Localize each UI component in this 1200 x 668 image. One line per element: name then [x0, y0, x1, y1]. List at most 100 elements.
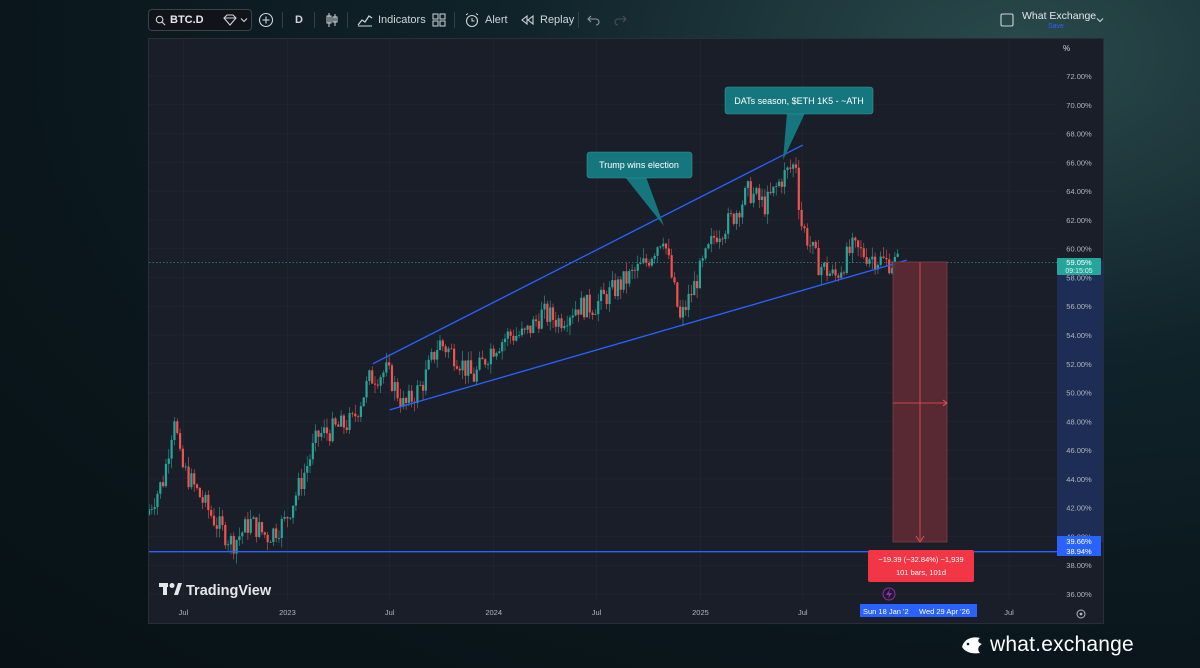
candle-body [190, 473, 193, 488]
candle-body [775, 186, 778, 187]
candle-body [300, 477, 303, 490]
candle-body [715, 237, 718, 243]
candle-body [348, 413, 351, 430]
candle-body [308, 459, 312, 466]
candle-body [184, 466, 187, 468]
callout-text: DATs season, $ETH 1K5 - ~ATH [734, 96, 863, 106]
time-tick-label: 2024 [485, 608, 502, 617]
candle-body [291, 505, 295, 518]
bar-countdown: 09:15:05 [1065, 268, 1092, 275]
search-icon [155, 15, 166, 26]
price-tick-label: 70.00% [1066, 101, 1092, 110]
candle-body [611, 280, 614, 288]
candles-icon [326, 13, 338, 27]
candle-body [794, 164, 798, 168]
candle-body [741, 204, 744, 218]
candle-body [371, 370, 374, 384]
current-price-label: 59.05% 09:15:05 [1057, 258, 1101, 275]
candle-body [351, 413, 354, 414]
time-tick-label: Jul [592, 608, 602, 617]
interval-button[interactable]: D [295, 9, 303, 31]
candle-body [597, 301, 600, 315]
fish-logo-icon [962, 637, 982, 654]
candle-body [306, 465, 309, 473]
candle-body [193, 473, 196, 485]
what-exchange-brand: what.exchange [960, 630, 1134, 660]
candle-body [249, 518, 252, 533]
time-tick-label: Jul [179, 608, 189, 617]
candle-body [512, 335, 515, 341]
undo-button[interactable] [587, 9, 601, 31]
candle-body [187, 466, 190, 488]
candle-body [868, 259, 871, 264]
candle-body [585, 294, 589, 318]
candle-body [825, 262, 829, 276]
candle-body [885, 257, 888, 260]
candle-body [277, 538, 281, 539]
lightning-icon [882, 587, 896, 601]
candle-body [444, 346, 447, 353]
grid-icon [432, 13, 446, 27]
time-tick-label: Jul [1004, 608, 1014, 617]
candle-body [588, 294, 591, 313]
ideas-button[interactable] [222, 9, 248, 31]
candle-body [744, 188, 747, 205]
candle-body [215, 525, 218, 529]
layout-dropdown[interactable] [1096, 9, 1104, 31]
templates-button[interactable] [432, 9, 446, 31]
chart-window[interactable]: 72.00% 70.00% 68.00% 66.00% 64.00% 62.00% 60.0… [148, 38, 1104, 624]
candle-body [724, 233, 727, 240]
replay-button[interactable]: Replay [519, 9, 574, 31]
brand-wordmark: what.exchange [990, 633, 1134, 656]
candle-body [693, 281, 696, 296]
callout-trump-wins-election: Trump wins election [586, 151, 693, 226]
candle-body [286, 517, 289, 519]
candle-body [469, 360, 473, 374]
candle-body [492, 348, 495, 357]
candle-body [780, 181, 783, 187]
candle-body [842, 272, 846, 274]
candle-body [684, 307, 687, 311]
candle-body [407, 390, 411, 403]
candle-body [266, 534, 269, 543]
candle-body [241, 532, 244, 537]
redo-button[interactable] [613, 9, 627, 31]
candle-body [876, 264, 880, 270]
price-tick-label: 42.00% [1066, 504, 1092, 513]
alert-button[interactable]: Alert [464, 9, 508, 31]
symbol-search[interactable]: BTC.D [148, 9, 252, 31]
candle-body [763, 196, 767, 215]
chart-type-button[interactable] [325, 9, 339, 31]
candle-body [698, 260, 702, 289]
price-tick-label: 52.00% [1066, 360, 1092, 369]
candle-body [659, 246, 662, 248]
candle-body [806, 228, 809, 246]
compare-button[interactable] [258, 9, 274, 31]
measure-label-box [868, 550, 974, 582]
candle-body [746, 181, 750, 189]
candle-body [263, 532, 266, 535]
indicators-button[interactable]: Indicators [357, 9, 426, 31]
toolbar-divider [314, 12, 315, 28]
candle-body [314, 430, 317, 443]
candle-body [410, 390, 413, 402]
candle-body [551, 307, 555, 320]
candle-body [481, 357, 484, 360]
candle-body [701, 258, 704, 261]
candle-body [362, 397, 365, 407]
candle-body [574, 309, 577, 316]
candle-body [373, 383, 377, 385]
candle-body [614, 280, 617, 297]
candle-body [404, 397, 408, 403]
layout-checkbox[interactable] [1000, 9, 1014, 31]
candle-body [464, 360, 467, 376]
toolbar-divider [347, 12, 348, 28]
price-chart[interactable]: 72.00% 70.00% 68.00% 66.00% 64.00% 62.00% 60.0… [149, 39, 1103, 623]
candle-body [549, 307, 552, 322]
candle-body [667, 248, 670, 256]
candle-body [718, 238, 721, 243]
layout-menu[interactable]: What Exchange Save [1022, 10, 1102, 32]
candle-body [354, 413, 357, 417]
candle-body [368, 370, 371, 381]
candle-body [755, 188, 758, 194]
